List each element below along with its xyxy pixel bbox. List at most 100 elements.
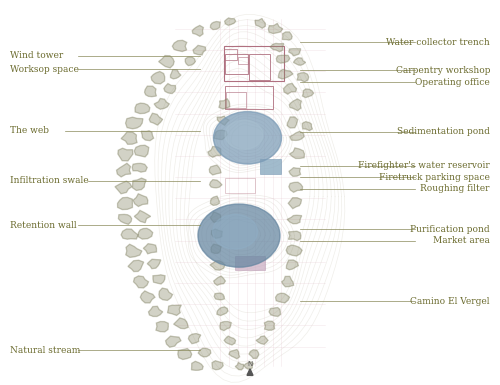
Polygon shape xyxy=(174,318,188,329)
Polygon shape xyxy=(134,210,150,223)
Polygon shape xyxy=(212,361,223,370)
Text: Sedimentation pond: Sedimentation pond xyxy=(397,127,490,136)
Circle shape xyxy=(212,214,258,249)
Polygon shape xyxy=(126,117,143,129)
Polygon shape xyxy=(249,350,259,358)
Text: Infiltration swale: Infiltration swale xyxy=(10,176,88,186)
Polygon shape xyxy=(224,336,235,345)
Bar xyxy=(225,54,248,74)
Text: Roughing filter: Roughing filter xyxy=(420,184,490,193)
Polygon shape xyxy=(193,45,206,55)
Polygon shape xyxy=(210,196,220,205)
Polygon shape xyxy=(229,350,239,359)
Text: N: N xyxy=(248,361,252,367)
Polygon shape xyxy=(148,259,161,269)
Polygon shape xyxy=(212,229,222,238)
Polygon shape xyxy=(287,117,298,128)
Text: Firefighter's water reservoir: Firefighter's water reservoir xyxy=(358,161,490,170)
Bar xyxy=(226,92,246,108)
Polygon shape xyxy=(178,348,192,360)
Polygon shape xyxy=(247,369,253,375)
Polygon shape xyxy=(170,70,181,79)
Text: The web: The web xyxy=(10,126,49,136)
Polygon shape xyxy=(286,260,298,270)
Text: Water collector trench: Water collector trench xyxy=(386,38,490,47)
Polygon shape xyxy=(210,22,220,30)
Polygon shape xyxy=(276,55,290,63)
Polygon shape xyxy=(288,198,302,209)
Polygon shape xyxy=(144,244,156,254)
Polygon shape xyxy=(255,18,266,28)
Text: Firetruck parking space: Firetruck parking space xyxy=(379,172,490,182)
Polygon shape xyxy=(282,276,294,287)
Polygon shape xyxy=(128,260,144,271)
Polygon shape xyxy=(289,168,300,176)
Bar xyxy=(224,49,236,60)
Polygon shape xyxy=(235,362,244,370)
Polygon shape xyxy=(134,145,149,157)
Bar xyxy=(260,159,281,174)
Polygon shape xyxy=(217,116,229,126)
Text: Natural stream: Natural stream xyxy=(10,346,80,355)
Bar xyxy=(248,54,270,80)
Polygon shape xyxy=(133,194,148,206)
Polygon shape xyxy=(217,307,228,316)
Polygon shape xyxy=(264,321,274,330)
Polygon shape xyxy=(297,73,308,82)
Polygon shape xyxy=(118,148,133,161)
Polygon shape xyxy=(168,305,181,315)
Polygon shape xyxy=(219,99,230,109)
Polygon shape xyxy=(282,32,292,40)
Bar xyxy=(238,57,248,64)
Polygon shape xyxy=(214,293,224,300)
Polygon shape xyxy=(140,291,155,303)
Text: Market area: Market area xyxy=(433,236,490,245)
Text: Wind tower: Wind tower xyxy=(10,51,63,60)
Text: Operating office: Operating office xyxy=(415,77,490,87)
Circle shape xyxy=(214,112,282,164)
Polygon shape xyxy=(289,49,300,56)
Polygon shape xyxy=(284,84,296,94)
Polygon shape xyxy=(210,180,222,188)
Polygon shape xyxy=(278,69,293,79)
Polygon shape xyxy=(132,178,146,191)
Polygon shape xyxy=(154,99,169,109)
Polygon shape xyxy=(126,244,142,257)
Polygon shape xyxy=(290,131,304,141)
Polygon shape xyxy=(268,23,282,33)
Polygon shape xyxy=(149,113,162,125)
Polygon shape xyxy=(198,348,211,357)
Polygon shape xyxy=(287,215,302,224)
Polygon shape xyxy=(188,333,201,344)
Polygon shape xyxy=(144,86,156,97)
Polygon shape xyxy=(208,147,221,157)
Polygon shape xyxy=(148,306,162,316)
Polygon shape xyxy=(116,163,130,177)
Polygon shape xyxy=(121,132,137,144)
Text: Carpentry workshop: Carpentry workshop xyxy=(396,65,490,75)
Bar xyxy=(225,178,255,192)
Polygon shape xyxy=(156,321,168,332)
Circle shape xyxy=(225,120,263,149)
Text: Camino El Vergel: Camino El Vergel xyxy=(410,296,490,306)
Polygon shape xyxy=(164,84,175,94)
Circle shape xyxy=(198,204,280,267)
Polygon shape xyxy=(121,229,138,239)
Text: Purification pond: Purification pond xyxy=(410,224,490,234)
Polygon shape xyxy=(210,212,220,223)
Polygon shape xyxy=(159,288,172,300)
Polygon shape xyxy=(132,163,147,172)
Polygon shape xyxy=(302,122,312,131)
Polygon shape xyxy=(270,44,283,52)
Polygon shape xyxy=(276,293,289,303)
Polygon shape xyxy=(118,198,132,209)
Polygon shape xyxy=(294,58,306,65)
Text: Retention wall: Retention wall xyxy=(10,221,76,230)
Polygon shape xyxy=(211,244,221,253)
Polygon shape xyxy=(141,131,154,141)
Polygon shape xyxy=(244,362,254,370)
Polygon shape xyxy=(115,181,132,194)
Polygon shape xyxy=(290,99,302,110)
Polygon shape xyxy=(288,231,301,241)
Polygon shape xyxy=(290,148,304,159)
